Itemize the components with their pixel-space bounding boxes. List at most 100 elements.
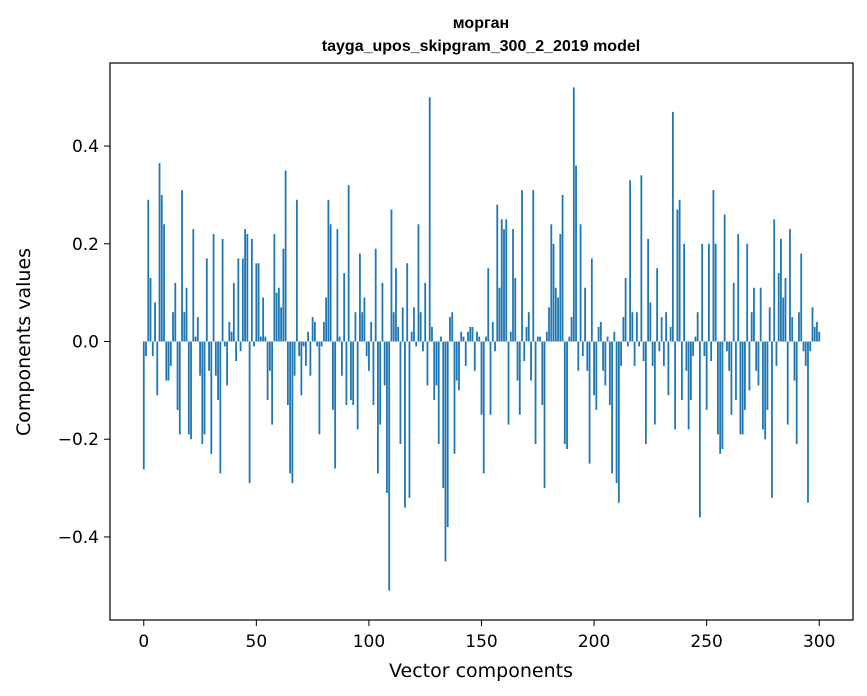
bar-52 xyxy=(259,336,262,342)
bar-186 xyxy=(561,194,564,342)
bar-12 xyxy=(169,341,172,366)
bar-73 xyxy=(307,331,310,342)
bar-244 xyxy=(692,341,695,357)
bar-9 xyxy=(163,224,165,342)
bar-153 xyxy=(487,268,490,342)
bar-25 xyxy=(199,341,201,376)
bar-29 xyxy=(208,341,210,371)
bar-81 xyxy=(325,297,328,342)
bar-42 xyxy=(237,258,240,342)
bar-165 xyxy=(514,277,517,342)
y-tick-label: −0.4 xyxy=(58,528,99,548)
bar-236 xyxy=(674,341,677,430)
bar-264 xyxy=(737,234,740,342)
bar-206 xyxy=(606,336,609,342)
bar-119 xyxy=(410,331,413,342)
y-tick-label: −0.2 xyxy=(58,430,99,450)
bar-284 xyxy=(782,297,785,342)
y-tick-label: 0.2 xyxy=(72,235,99,255)
bar-160 xyxy=(503,229,505,342)
bar-230 xyxy=(660,317,663,342)
bar-269 xyxy=(748,341,751,391)
bar-250 xyxy=(705,341,708,410)
y-tick-label: 0.4 xyxy=(72,137,99,157)
bar-98 xyxy=(363,297,366,342)
bar-80 xyxy=(322,321,325,342)
bar-114 xyxy=(399,341,402,445)
bar-138 xyxy=(453,341,456,454)
bar-123 xyxy=(419,312,422,342)
bar-99 xyxy=(365,341,368,357)
bar-60 xyxy=(277,287,280,342)
bar-282 xyxy=(777,273,780,342)
bar-24 xyxy=(196,317,199,342)
bar-209 xyxy=(613,331,616,342)
bar-297 xyxy=(811,307,814,342)
bar-132 xyxy=(440,336,442,342)
bar-171 xyxy=(527,312,530,342)
bar-237 xyxy=(676,209,679,342)
bar-8 xyxy=(160,194,163,342)
bar-26 xyxy=(201,341,204,445)
bar-213 xyxy=(622,317,625,342)
bar-220 xyxy=(638,341,641,347)
bar-270 xyxy=(750,312,753,342)
bar-151 xyxy=(482,341,485,474)
bar-199 xyxy=(590,258,593,342)
bar-91 xyxy=(347,185,350,342)
bar-46 xyxy=(246,234,249,342)
bar-208 xyxy=(611,341,613,474)
bar-71 xyxy=(302,341,305,347)
bar-100 xyxy=(368,341,370,371)
bar-243 xyxy=(689,341,692,401)
bar-266 xyxy=(741,341,744,435)
bar-175 xyxy=(536,336,539,342)
bar-72 xyxy=(304,341,307,366)
bar-28 xyxy=(205,258,208,342)
bar-273 xyxy=(757,341,760,386)
bar-162 xyxy=(507,341,510,425)
bar-194 xyxy=(579,224,582,342)
bar-139 xyxy=(455,341,458,381)
bar-104 xyxy=(377,341,379,474)
bar-116 xyxy=(404,341,406,508)
bar-143 xyxy=(464,341,467,366)
bar-128 xyxy=(431,326,433,342)
bar-288 xyxy=(791,317,794,342)
bar-189 xyxy=(568,336,571,342)
bar-90 xyxy=(345,341,348,406)
bar-198 xyxy=(588,341,591,464)
bar-257 xyxy=(721,341,724,449)
bar-20 xyxy=(187,341,190,435)
bar-59 xyxy=(275,292,278,342)
bar-292 xyxy=(800,253,803,342)
x-axis-label: Vector components xyxy=(389,660,573,682)
bar-291 xyxy=(798,312,800,342)
bar-179 xyxy=(545,331,548,342)
bar-27 xyxy=(203,341,206,435)
bar-103 xyxy=(374,248,377,342)
bar-54 xyxy=(264,336,267,342)
bar-271 xyxy=(753,287,755,342)
bar-23 xyxy=(194,336,197,342)
y-axis-ticks: −0.4 −0.2 0.0 0.2 0.4 xyxy=(58,137,110,548)
bar-120 xyxy=(413,307,415,342)
bar-13 xyxy=(172,312,174,342)
bar-142 xyxy=(462,336,465,342)
bar-137 xyxy=(451,312,454,342)
bar-228 xyxy=(656,268,659,342)
bar-295 xyxy=(807,341,809,503)
bar-263 xyxy=(735,341,737,401)
bar-68 xyxy=(295,199,298,342)
bar-259 xyxy=(726,341,728,352)
bar-248 xyxy=(701,243,704,342)
bar-279 xyxy=(771,341,773,498)
bar-275 xyxy=(762,341,764,430)
bar-49 xyxy=(253,341,255,347)
bar-122 xyxy=(417,224,420,342)
bar-39 xyxy=(230,331,233,342)
bar-7 xyxy=(158,163,161,342)
bar-201 xyxy=(595,341,598,410)
bar-226 xyxy=(651,341,654,366)
bar-246 xyxy=(696,312,699,342)
